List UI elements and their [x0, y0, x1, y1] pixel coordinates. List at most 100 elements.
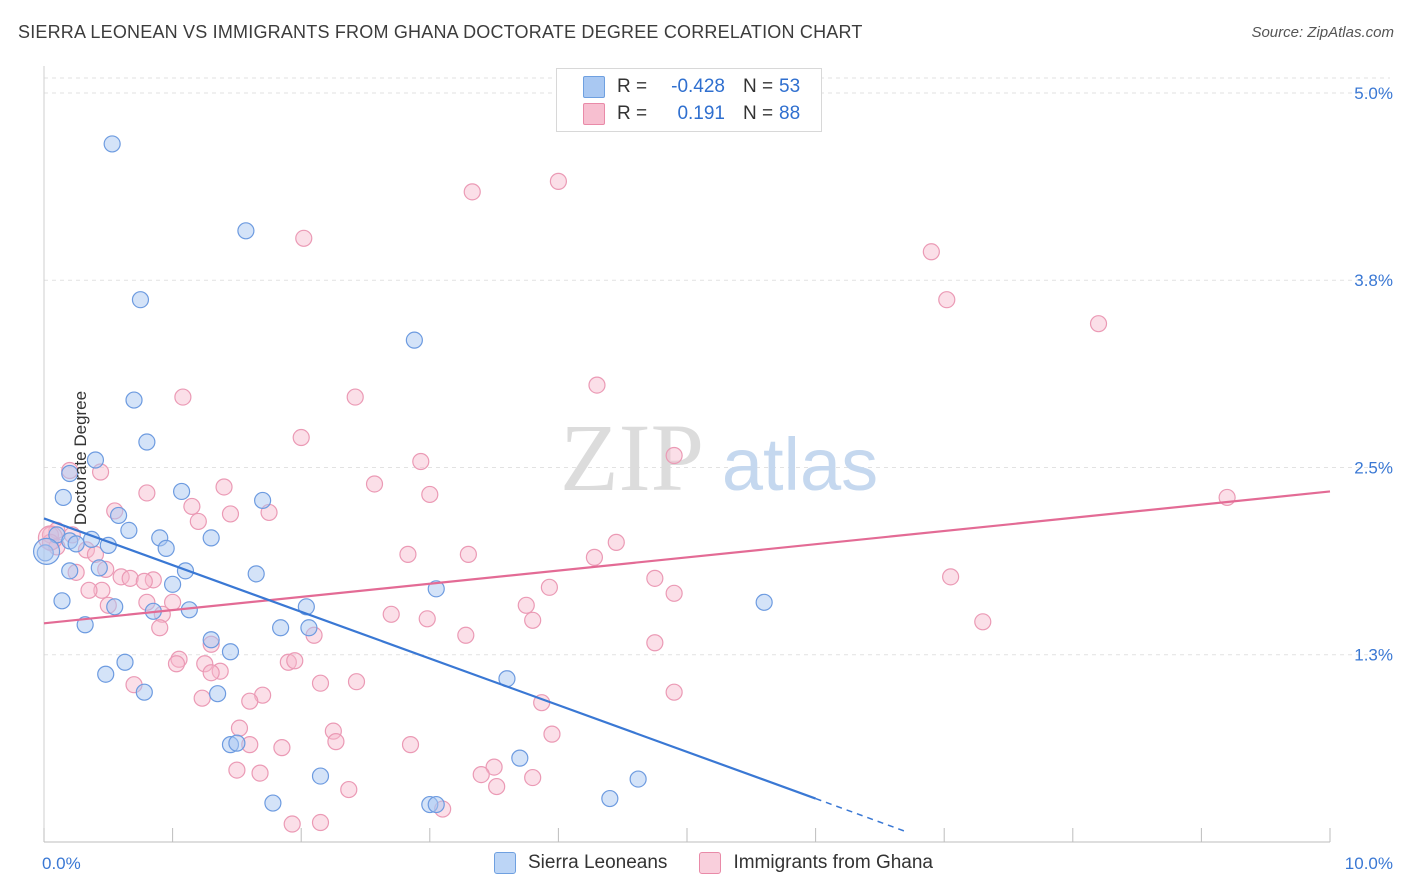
data-point-ghana — [340, 780, 358, 799]
data-point-ghana — [347, 673, 366, 691]
data-point-sierra-leonean — [237, 222, 255, 240]
data-point-ghana — [221, 505, 240, 523]
data-point-sierra-leonean — [247, 565, 265, 583]
data-point-sierra-leonean — [61, 562, 79, 580]
data-point-sierra-leonean — [76, 616, 94, 634]
data-point-sierra-leonean — [202, 529, 220, 547]
data-point-sierra-leonean — [67, 535, 85, 553]
data-point-ghana — [585, 548, 604, 566]
legend-label: Sierra Leoneans — [528, 852, 668, 873]
data-point-ghana — [488, 777, 506, 796]
data-point-ghana — [472, 765, 490, 784]
data-point-sierra-leonean — [116, 653, 134, 671]
data-point-ghana — [311, 813, 330, 832]
source-credit: Source: ZipAtlas.com — [1251, 24, 1394, 41]
trend-line-sierra-leonean-extension — [815, 797, 906, 833]
data-point-ghana — [215, 478, 233, 496]
x-tick-label-max: 10.0% — [1345, 854, 1393, 873]
legend-swatch-blue — [494, 852, 516, 874]
legend-n-value: 88 — [779, 103, 801, 124]
watermark: ZIP atlas — [560, 404, 878, 511]
data-point-sierra-leonean — [125, 391, 143, 409]
data-point-ghana — [283, 815, 301, 833]
data-point-ghana — [540, 578, 558, 596]
watermark-zip: ZIP — [560, 404, 704, 511]
data-point-sierra-leonean — [54, 488, 72, 507]
data-point-ghana — [588, 376, 606, 394]
data-point-ghana — [942, 568, 960, 586]
data-point-sierra-leonean — [61, 464, 79, 483]
data-point-ghana — [174, 388, 192, 406]
series-legend: Sierra Leoneans Immigrants from Ghana — [494, 852, 965, 874]
data-point-ghana — [421, 485, 439, 504]
data-point-sierra-leonean — [601, 789, 619, 808]
data-point-sierra-leonean — [120, 521, 138, 540]
data-point-sierra-leonean — [300, 619, 318, 637]
axes — [43, 66, 1331, 843]
data-point-sierra-leonean — [272, 619, 290, 637]
data-point-ghana — [346, 388, 364, 406]
data-point-sierra-leonean — [427, 580, 445, 598]
data-point-ghana — [646, 634, 664, 652]
data-point-ghana — [549, 172, 568, 190]
data-point-ghana — [418, 610, 436, 628]
trend-line-sierra-leonean — [43, 517, 816, 800]
legend-n-label: N = — [743, 103, 774, 124]
legend-swatch-pink — [583, 103, 605, 125]
data-point-ghana — [324, 722, 342, 740]
data-point-ghana — [183, 497, 201, 516]
data-point-sierra-leonean — [228, 734, 246, 752]
data-point-sierra-leonean — [254, 491, 272, 510]
data-point-ghana — [170, 650, 188, 668]
correlation-legend: R = -0.428 N = 53 R = 0.191 N = 88 — [556, 68, 822, 132]
data-point-ghana — [1089, 315, 1108, 333]
y-axis-label: Doctorate Degree — [71, 390, 91, 526]
legend-r-value: 0.191 — [677, 103, 725, 124]
trend-line-ghana — [43, 490, 1331, 625]
legend-label: Immigrants from Ghana — [733, 852, 934, 873]
data-point-ghana — [365, 475, 384, 493]
data-point-ghana — [459, 545, 477, 563]
data-point-ghana — [543, 725, 561, 743]
data-point-ghana — [295, 229, 313, 247]
data-point-ghana — [457, 626, 475, 644]
legend-row-ghana: R = 0.191 N = 88 — [583, 102, 800, 126]
data-point-ghana — [167, 655, 186, 673]
data-point-sierra-leonean — [106, 598, 124, 616]
data-point-ghana — [241, 692, 259, 710]
chart-title: SIERRA LEONEAN VS IMMIGRANTS FROM GHANA … — [18, 22, 863, 42]
data-point-sierra-leonean — [138, 433, 156, 451]
data-point-sierra-leonean — [755, 593, 773, 611]
data-point-ghana — [524, 611, 542, 629]
tick-labels: 1.3% 2.5% 3.8% 5.0% 0.0% 10.0% — [42, 84, 1393, 873]
data-point-ghana — [230, 719, 249, 737]
y-tick-label: 1.3% — [1354, 646, 1393, 665]
legend-item-ghana[interactable]: Immigrants from Ghana — [699, 852, 933, 874]
data-point-ghana — [121, 569, 139, 587]
data-point-sierra-leonean — [86, 451, 105, 469]
legend-r-label: R = — [617, 103, 648, 124]
data-point-ghana — [327, 733, 345, 751]
data-point-sierra-leonean — [173, 482, 191, 501]
legend-item-sierra-leoneans[interactable]: Sierra Leoneans — [494, 852, 667, 874]
data-point-ghana — [607, 533, 625, 551]
data-point-ghana — [202, 664, 220, 682]
data-point-ghana — [273, 739, 291, 757]
data-point-sierra-leonean — [131, 291, 150, 309]
data-point-sierra-leonean — [109, 506, 128, 525]
data-point-ghana — [646, 569, 664, 587]
data-point-ghana — [228, 761, 246, 779]
legend-r-label: R = — [617, 76, 648, 97]
data-point-ghana — [463, 183, 481, 201]
data-point-ghana — [665, 446, 683, 465]
data-point-ghana — [399, 545, 417, 563]
data-point-ghana — [485, 758, 503, 776]
grid-lines — [44, 77, 1390, 656]
data-point-sierra-leonean — [202, 631, 220, 649]
data-point-sierra-leonean — [53, 592, 71, 610]
data-point-ghana — [311, 674, 330, 692]
data-point-sierra-leonean — [97, 665, 115, 683]
trend-lines — [43, 490, 1331, 833]
data-point-ghana — [80, 581, 98, 599]
